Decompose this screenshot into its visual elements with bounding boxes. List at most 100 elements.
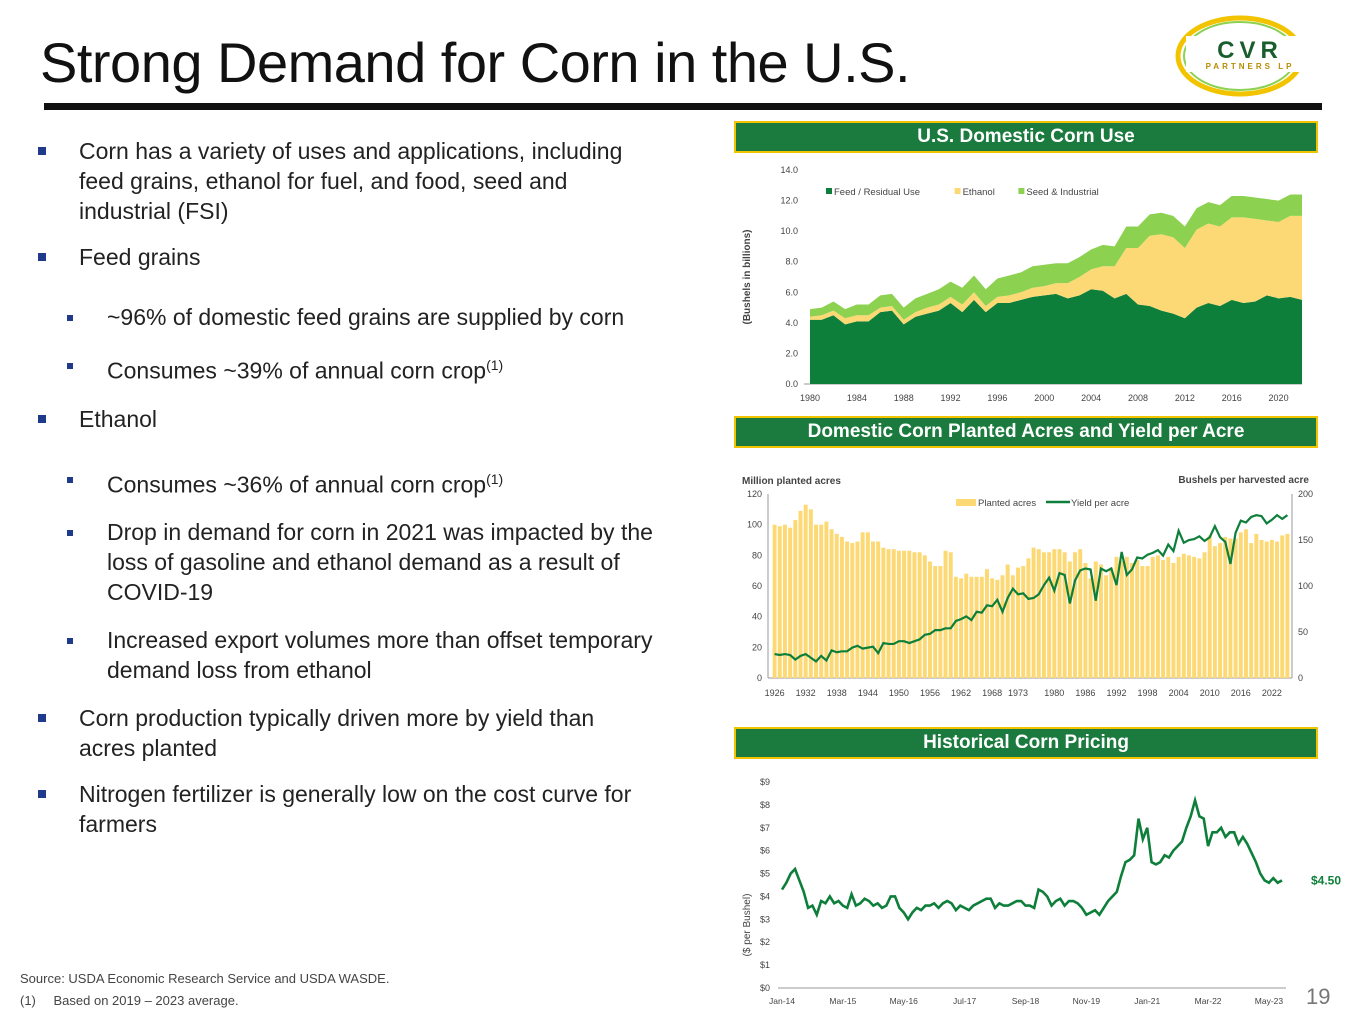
bar xyxy=(814,524,819,678)
bar xyxy=(1155,555,1160,678)
y-right-tick-label: 100 xyxy=(1298,581,1313,591)
bullet-text: Corn production typically driven more by… xyxy=(79,705,595,762)
area-series xyxy=(810,215,1302,325)
bar xyxy=(881,547,886,678)
bar xyxy=(1041,552,1046,678)
end-value-label: $4.50 xyxy=(1311,873,1341,887)
bar xyxy=(860,532,865,678)
y-tick-label: $0 xyxy=(760,983,770,993)
bullet-marker-icon xyxy=(38,147,46,155)
bar xyxy=(1130,563,1134,678)
bar xyxy=(984,569,989,678)
x-tick-label: 2022 xyxy=(1262,688,1282,698)
bar xyxy=(808,509,813,678)
x-tick-label: 1992 xyxy=(1106,688,1126,698)
y-tick-label: 8.0 xyxy=(785,257,798,267)
y-tick-label: $8 xyxy=(760,800,770,810)
x-tick-label: 1992 xyxy=(941,393,961,403)
bar xyxy=(1171,563,1176,678)
sub-bullet-item: Increased export volumes more than offse… xyxy=(36,625,656,685)
x-tick-label: 1956 xyxy=(920,688,940,698)
x-tick-label: Jul-17 xyxy=(953,996,976,1006)
bullet-text: ~96% of domestic feed grains are supplie… xyxy=(107,304,625,330)
y-tick-label: $6 xyxy=(760,846,770,856)
bullet-item: Feed grains xyxy=(36,242,656,272)
bullet-text: Nitrogen fertilizer is generally low on … xyxy=(79,781,632,838)
y-right-tick-label: 200 xyxy=(1298,489,1313,499)
acres-yield-chart-header: Domestic Corn Planted Acres and Yield pe… xyxy=(734,416,1318,448)
x-tick-label: May-16 xyxy=(890,996,919,1006)
bar xyxy=(850,543,855,678)
page-title: Strong Demand for Corn in the U.S. xyxy=(40,31,911,94)
bar xyxy=(1166,556,1171,678)
bar xyxy=(1036,549,1041,678)
x-tick-label: 2004 xyxy=(1081,393,1101,403)
bar xyxy=(1026,558,1031,678)
bar xyxy=(1238,532,1243,678)
y-axis-label: (Bushels in billions) xyxy=(742,229,753,324)
bullet-text: Feed grains xyxy=(79,244,201,270)
bar xyxy=(1104,575,1109,678)
acres-yield-combo-chart: Million planted acres Bushels per harvest… xyxy=(742,475,1313,698)
y-left-tick-label: 120 xyxy=(747,489,762,499)
bar xyxy=(922,555,927,678)
bar xyxy=(953,576,958,678)
bar xyxy=(1021,566,1026,678)
x-tick-label: Jan-21 xyxy=(1134,996,1160,1006)
y-tick-label: $9 xyxy=(760,777,770,787)
y-tick-label: 6.0 xyxy=(785,287,798,297)
bar xyxy=(1150,556,1155,678)
bar xyxy=(1218,543,1223,678)
bar xyxy=(782,524,787,678)
bar xyxy=(1249,543,1254,678)
bar xyxy=(798,510,803,678)
x-tick-label: 2016 xyxy=(1222,393,1242,403)
source-note: Source: USDA Economic Research Service a… xyxy=(20,971,390,986)
bar xyxy=(1192,556,1197,678)
bullet-marker-icon xyxy=(38,790,46,799)
bar xyxy=(964,573,969,678)
bar xyxy=(1197,558,1202,678)
bar xyxy=(839,536,844,678)
x-tick-label: 2016 xyxy=(1231,688,1251,698)
bar xyxy=(1093,561,1098,678)
x-tick-label: 1988 xyxy=(894,393,914,403)
y-tick-label: $3 xyxy=(760,914,770,924)
bar xyxy=(974,576,979,678)
bar xyxy=(1109,567,1114,678)
title-underline xyxy=(44,103,1322,110)
bar xyxy=(1052,549,1057,678)
x-tick-label: Mar-22 xyxy=(1195,996,1222,1006)
bar xyxy=(829,529,834,678)
bar xyxy=(1119,561,1124,678)
bullet-item: Corn production typically driven more by… xyxy=(36,703,656,763)
bar xyxy=(772,524,777,678)
area-series xyxy=(810,289,1302,384)
x-tick-label: 1980 xyxy=(1044,688,1064,698)
bar xyxy=(1161,559,1166,678)
bar xyxy=(928,561,932,678)
y-left-tick-label: 20 xyxy=(752,642,762,652)
bar xyxy=(845,541,850,678)
y-right-axis-label: Bushels per harvested acre xyxy=(1178,475,1309,486)
bar xyxy=(1098,564,1103,678)
bar xyxy=(902,550,907,678)
bar xyxy=(1135,559,1140,678)
bar xyxy=(1269,540,1274,678)
y-left-axis-label: Million planted acres xyxy=(742,476,841,487)
bar xyxy=(871,541,875,678)
x-tick-label: 1998 xyxy=(1138,688,1158,698)
bar xyxy=(1067,561,1072,678)
legend-swatch xyxy=(1018,188,1025,194)
legend-swatch xyxy=(956,499,976,506)
bullet-item: Nitrogen fertilizer is generally low on … xyxy=(36,779,656,839)
x-tick-label: 1986 xyxy=(1075,688,1095,698)
y-right-tick-label: 150 xyxy=(1298,535,1313,545)
bar xyxy=(1031,547,1036,678)
bullet-text: Corn has a variety of uses and applicati… xyxy=(79,138,623,224)
bullet-text: Consumes ~39% of annual corn crop xyxy=(107,357,487,384)
x-tick-label: Jan-14 xyxy=(769,996,795,1006)
legend-label: Ethanol xyxy=(963,187,995,198)
bar xyxy=(1062,552,1067,678)
bar xyxy=(1000,575,1005,678)
